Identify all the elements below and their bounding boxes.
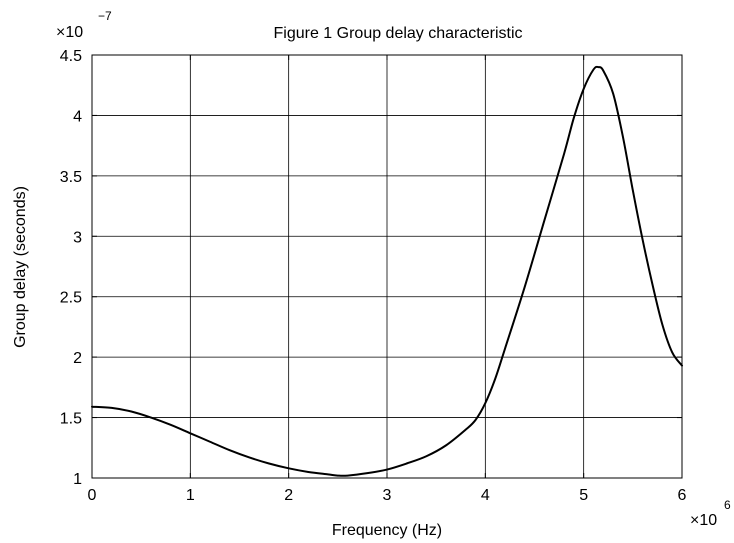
y-tick-label: 4.5	[60, 48, 82, 65]
y-tick-label: 3.5	[60, 169, 82, 186]
x-exponent-label: ×10	[690, 512, 717, 529]
x-tick-label: 3	[383, 487, 392, 504]
x-tick-labels: 0 1 2 3 4 5 6	[88, 487, 687, 504]
chart-title: Figure 1 Group delay characteristic	[274, 25, 523, 42]
group-delay-series-line	[91, 65, 683, 477]
y-tick-labels: 1 1.5 2 2.5 3 3.5 4 4.5	[60, 48, 82, 488]
y-exponent-power: −7	[98, 9, 112, 23]
y-tick-label: 1	[73, 471, 82, 488]
y-tick-label: 3	[73, 229, 82, 246]
x-tick-label: 1	[186, 487, 195, 504]
x-tick-label: 5	[579, 487, 588, 504]
y-tick-label: 2.5	[60, 290, 82, 307]
y-exponent-label: ×10	[56, 24, 83, 41]
x-exponent-base: ×10	[690, 512, 717, 529]
tick-marks	[91, 54, 683, 479]
x-tick-label: 4	[481, 487, 490, 504]
y-tick-label: 4	[73, 108, 82, 125]
x-tick-label: 2	[284, 487, 293, 504]
x-axis-label: Frequency (Hz)	[332, 522, 442, 539]
y-tick-label: 1.5	[60, 411, 82, 428]
x-tick-label: 0	[88, 487, 97, 504]
x-tick-label: 6	[678, 487, 687, 504]
x-exponent-power: 6	[724, 498, 731, 512]
y-tick-label: 2	[73, 350, 82, 367]
y-exponent-base: ×10	[56, 24, 83, 41]
grid-lines	[92, 55, 682, 478]
y-axis-label: Group delay (seconds)	[12, 186, 29, 348]
